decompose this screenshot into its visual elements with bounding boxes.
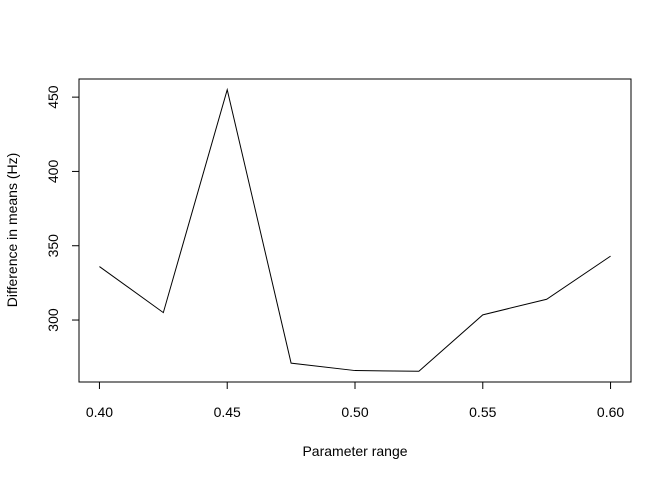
x-tick-label: 0.55 bbox=[469, 404, 496, 420]
x-axis: 0.40 0.45 0.50 0.55 0.60 bbox=[86, 381, 624, 420]
y-tick-label: 350 bbox=[45, 234, 61, 258]
y-tick-label: 400 bbox=[45, 160, 61, 184]
x-axis-label: Parameter range bbox=[302, 443, 407, 459]
x-tick-label: 0.60 bbox=[597, 404, 624, 420]
x-tick-label: 0.50 bbox=[341, 404, 368, 420]
y-tick-label: 450 bbox=[45, 85, 61, 109]
plot-frame bbox=[78, 78, 632, 383]
x-tick-label: 0.40 bbox=[86, 404, 113, 420]
y-tick-label: 300 bbox=[45, 308, 61, 332]
x-tick-label: 0.45 bbox=[214, 404, 241, 420]
y-axis: 300 350 400 450 bbox=[45, 85, 80, 332]
y-axis-label: Difference in means (Hz) bbox=[4, 153, 20, 308]
series-line bbox=[99, 87, 611, 372]
